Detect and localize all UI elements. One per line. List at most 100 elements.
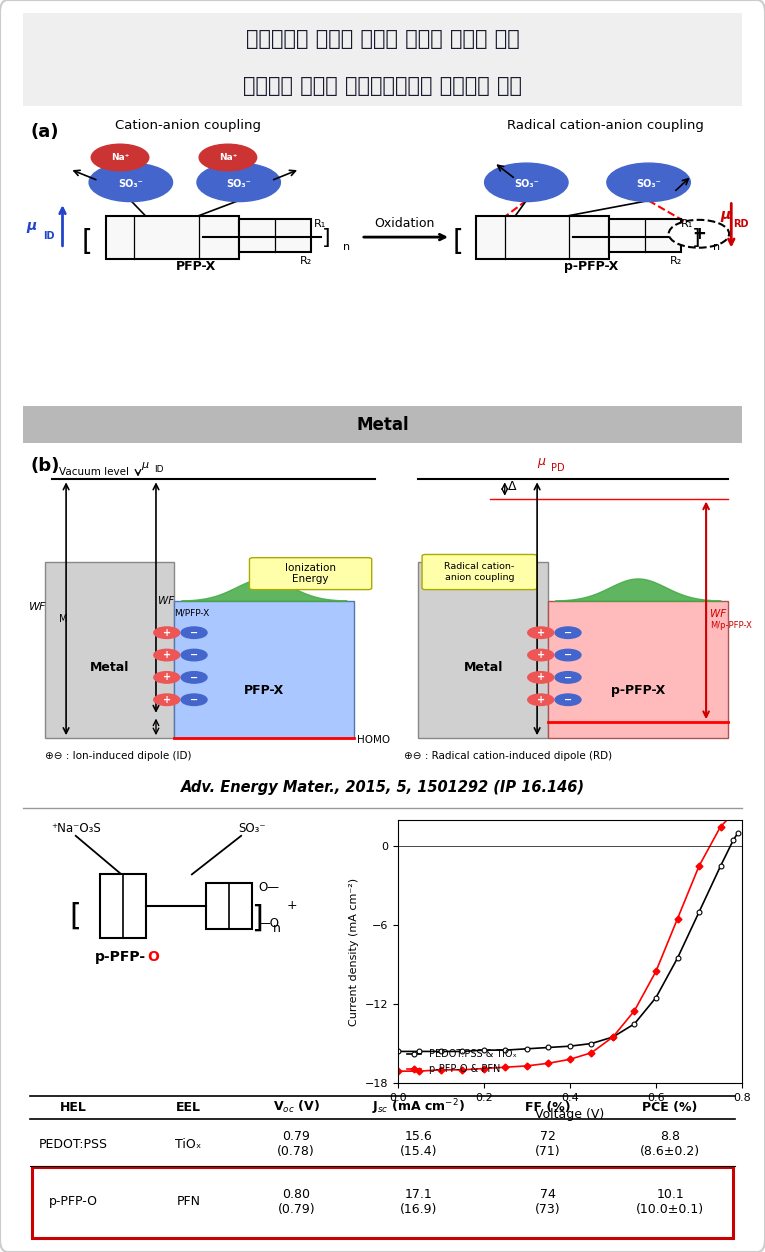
PEDOT:PSS & TiOₓ [522,1042,532,1057]
Bar [609,219,681,252]
Text: +: + [163,627,171,637]
Text: Vacuum level: Vacuum level [59,467,129,477]
Text: SO₃⁻: SO₃⁻ [238,823,265,835]
Text: SO₃⁻: SO₃⁻ [226,179,251,189]
Text: SO₃⁻: SO₃⁻ [119,179,143,189]
Circle shape [484,163,568,202]
FancyBboxPatch shape [422,555,537,590]
Circle shape [669,220,729,248]
Circle shape [528,694,554,705]
Circle shape [154,627,180,639]
Text: PCE (%): PCE (%) [643,1101,698,1114]
Text: [: [ [453,228,464,257]
Text: ID: ID [43,230,54,240]
Circle shape [555,671,581,684]
Text: (a): (a) [30,123,59,140]
Text: PFN: PFN [177,1196,200,1208]
p-PFP-O & PFN [565,1052,575,1067]
PEDOT:PSS & TiOₓ [457,1044,467,1059]
Text: n: n [343,243,350,253]
Text: −: − [190,695,198,705]
Bar [106,215,239,259]
PEDOT:PSS & TiOₓ [608,1029,617,1044]
Text: Metal: Metal [90,661,129,675]
Text: PD: PD [552,463,565,473]
Text: p-PFP-X: p-PFP-X [564,260,618,273]
Circle shape [197,163,281,202]
Circle shape [555,627,581,639]
Text: 8.8
(8.6±0.2): 8.8 (8.6±0.2) [640,1131,700,1158]
Text: −: − [190,650,198,660]
PEDOT:PSS & TiOₓ [501,1043,510,1058]
Text: SO₃⁻: SO₃⁻ [514,179,539,189]
p-PFP-O & PFN [695,859,704,874]
p-PFP-O & PFN [415,1064,424,1079]
Text: n: n [713,243,721,253]
Text: V$_{oc}$ (V): V$_{oc}$ (V) [273,1099,320,1116]
Text: 0.79
(0.78): 0.79 (0.78) [278,1131,315,1158]
Text: μ: μ [721,208,731,222]
PEDOT:PSS & TiOₓ [393,1044,402,1059]
Bar [23,407,742,443]
Text: Na⁺: Na⁺ [219,153,237,162]
Text: Radical cation-anion coupling: Radical cation-anion coupling [507,119,704,133]
Text: p-PFP-X: p-PFP-X [610,684,665,696]
p-PFP-O & PFN [608,1029,617,1044]
Text: ]: ] [321,228,330,248]
PEDOT:PSS & TiOₓ [544,1040,553,1055]
p-PFP-O & PFN [630,1003,639,1018]
Bar [548,601,728,737]
Text: M/p-PFP-X: M/p-PFP-X [710,621,751,630]
Text: μ: μ [142,461,148,471]
Text: +: + [287,899,298,911]
Circle shape [528,650,554,661]
Text: PFP-X: PFP-X [244,684,284,696]
Text: Adv. Energy Mater., 2015, 5, 1501292 (IP 16.146): Adv. Energy Mater., 2015, 5, 1501292 (IP… [181,780,584,795]
Text: −: − [564,650,572,660]
p-PFP-O & PFN [716,819,725,834]
Text: R₂: R₂ [300,255,312,265]
Text: R₁: R₁ [314,219,327,229]
Circle shape [89,163,173,202]
PEDOT:PSS & TiOₓ [479,1043,488,1058]
Y-axis label: Current density (mA cm⁻²): Current density (mA cm⁻²) [349,878,359,1025]
Circle shape [555,650,581,661]
Text: 0.80
(0.79): 0.80 (0.79) [278,1188,315,1216]
FancyBboxPatch shape [8,11,757,108]
Text: p-PFP-O: p-PFP-O [49,1196,98,1208]
Text: μ: μ [27,219,37,233]
Text: Cation-anion coupling: Cation-anion coupling [116,119,262,133]
Text: M/PFP-X: M/PFP-X [174,608,209,617]
Text: −: − [564,627,572,637]
PEDOT:PSS & TiOₓ [733,826,742,841]
p-PFP-O & PFN [651,964,660,979]
PEDOT:PSS & TiOₓ [630,1017,639,1032]
Text: μ: μ [537,454,545,468]
Text: +: + [536,650,545,660]
p-PFP-O & PFN [393,1064,402,1079]
PEDOT:PSS & TiOₓ [695,904,704,919]
Text: Metal: Metal [464,661,503,675]
p-PFP-O & PFN [479,1060,488,1075]
Text: +: + [163,650,171,660]
Text: +: + [692,225,706,243]
PEDOT:PSS & TiOₓ [729,833,738,848]
Text: RD: RD [734,219,749,229]
p-PFP-O & PFN [522,1058,532,1073]
Text: n: n [273,921,281,934]
Bar [476,215,609,259]
Circle shape [154,671,180,684]
Text: M: M [59,613,67,623]
Text: [: [ [70,901,82,930]
Circle shape [154,694,180,705]
PEDOT:PSS & TiOₓ [587,1037,596,1052]
Text: −: − [190,627,198,637]
Text: 15.6
(15.4): 15.6 (15.4) [399,1131,438,1158]
Text: PEDOT:PSS: PEDOT:PSS [39,1138,108,1151]
Text: WF: WF [29,602,46,612]
Text: WF: WF [158,596,174,606]
Bar [174,601,353,737]
Text: +: + [163,672,171,682]
Text: 메커니즘 규명과 유기태양전지의 고효율화 달성: 메커니즘 규명과 유기태양전지의 고효율화 달성 [243,76,522,95]
Legend: PEDOT:PSS & TiOₓ, p-PFP-O & PFN: PEDOT:PSS & TiOₓ, p-PFP-O & PFN [402,1045,521,1078]
